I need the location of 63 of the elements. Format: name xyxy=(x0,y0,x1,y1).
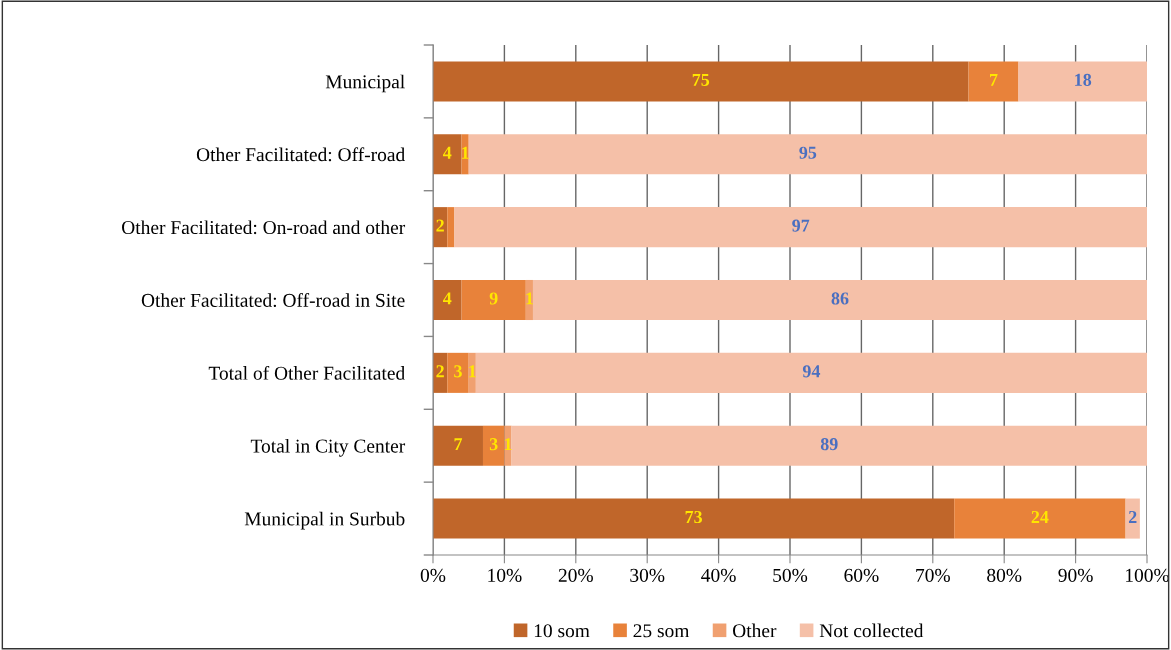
legend-label: 10 som xyxy=(534,624,590,638)
data-label: 1 xyxy=(469,365,476,378)
y-tick-label: Total of Other Facilitated xyxy=(208,365,405,380)
x-tick-label: 10% xyxy=(488,568,522,582)
x-tick-label: 90% xyxy=(1058,568,1093,582)
bar xyxy=(532,279,1147,321)
data-label: 7 xyxy=(454,438,463,451)
bar xyxy=(482,425,505,466)
legend-label: 25 som xyxy=(633,624,690,638)
data-label: 4 xyxy=(443,292,452,305)
data-label: 89 xyxy=(820,438,838,451)
bar xyxy=(433,279,462,321)
legend-label: Other xyxy=(732,623,777,638)
bar xyxy=(954,498,1126,539)
data-label: 2 xyxy=(1128,510,1137,523)
y-tick-label: Other Facilitated: Off-road in Site xyxy=(141,293,405,308)
bar xyxy=(433,61,969,102)
data-label: 18 xyxy=(1075,73,1092,86)
bar xyxy=(447,352,469,393)
bar xyxy=(475,352,1147,393)
bar xyxy=(433,134,462,175)
bar xyxy=(433,425,483,466)
bar xyxy=(447,207,455,248)
x-tick-label: 100% xyxy=(1126,568,1170,582)
data-label: 75 xyxy=(692,73,710,86)
bar xyxy=(433,498,955,539)
x-tick-label: 30% xyxy=(630,568,665,582)
bar xyxy=(968,61,1019,102)
data-label: 94 xyxy=(802,365,821,378)
y-tick-label: Total in City Center xyxy=(250,438,406,457)
x-tick-label: 80% xyxy=(987,568,1022,582)
data-label: 9 xyxy=(489,292,498,305)
x-tick-label: 0% xyxy=(420,568,446,582)
bar xyxy=(504,425,512,466)
data-label: 2 xyxy=(436,365,444,378)
data-label: 3 xyxy=(454,365,462,378)
data-label: 2 xyxy=(436,219,444,232)
data-label: 97 xyxy=(792,219,810,232)
bar xyxy=(461,279,526,321)
data-label: 1 xyxy=(504,438,512,451)
data-label: 1 xyxy=(526,292,533,305)
data-label: 95 xyxy=(799,146,817,159)
legend-label: Not collected xyxy=(819,623,924,638)
data-label: 7 xyxy=(990,73,998,86)
data-label: 24 xyxy=(1031,510,1049,523)
x-tick-label: 20% xyxy=(558,568,593,582)
bar xyxy=(468,134,1147,175)
data-label: 73 xyxy=(685,510,703,524)
y-tick-label: Other Facilitated: Off-road xyxy=(196,147,405,162)
bar xyxy=(454,207,1147,248)
bar xyxy=(1125,498,1140,539)
x-tick-label: 70% xyxy=(916,568,950,582)
data-label: 4 xyxy=(443,146,452,159)
data-label: 3 xyxy=(489,438,498,451)
y-tick-label: Other Facilitated: On-road and other xyxy=(122,220,406,235)
y-tick-label: Municipal xyxy=(325,74,405,93)
x-tick-label: 40% xyxy=(701,568,736,582)
y-tick-label: Municipal in Surbub xyxy=(244,511,405,530)
x-tick-label: 50% xyxy=(773,568,808,582)
bar xyxy=(511,425,1147,466)
data-label: 86 xyxy=(831,292,849,305)
bar xyxy=(1018,61,1147,102)
x-tick-label: 60% xyxy=(844,568,879,582)
